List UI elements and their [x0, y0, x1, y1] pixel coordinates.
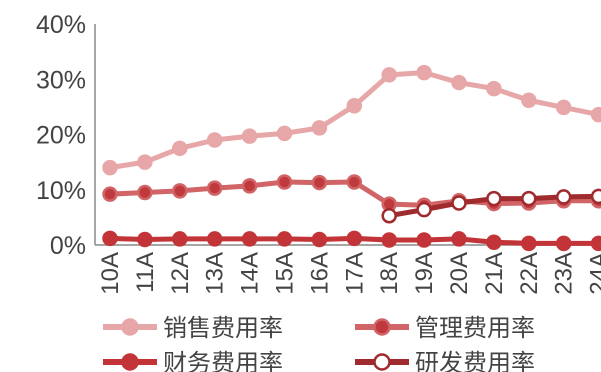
x-tick-label: 14A — [237, 252, 264, 295]
data-point — [486, 190, 502, 207]
series-2 — [102, 230, 601, 252]
data-point — [206, 132, 223, 148]
data-point — [102, 159, 118, 176]
y-tick-label: 10% — [36, 177, 86, 205]
data-point — [590, 188, 601, 205]
data-point — [381, 232, 397, 248]
data-point — [590, 235, 601, 252]
data-point — [555, 235, 572, 252]
legend-marker — [373, 318, 391, 336]
legend-item: 研发费用率 — [355, 349, 535, 372]
axes — [94, 24, 600, 246]
data-point — [590, 106, 601, 123]
x-tick-labels: 10A 11A 12A 13A 14A 15A 16A 17A 18A 19A 20A 21A 22A 2… — [97, 252, 601, 295]
x-tick-label: 16A — [306, 252, 333, 295]
data-point — [137, 184, 153, 201]
series-3 — [381, 188, 601, 224]
data-point — [311, 231, 328, 248]
y-tick-label: 20% — [36, 122, 86, 150]
data-point — [486, 80, 502, 97]
x-tick-label: 21A — [481, 252, 508, 295]
data-point — [381, 67, 397, 83]
y-tick-label: 30% — [36, 66, 86, 94]
data-point — [102, 186, 118, 202]
legend-label: 管理费用率 — [415, 314, 535, 342]
data-point — [137, 231, 153, 248]
legend-item: 管理费用率 — [355, 314, 535, 342]
data-point — [381, 207, 397, 224]
data-point — [311, 174, 328, 191]
data-point — [521, 235, 537, 252]
x-tick-label: 11A — [132, 252, 159, 293]
y-tick-labels: 0% 10% 20% 30% 40% — [36, 11, 86, 260]
x-tick-label: 22A — [516, 252, 543, 295]
data-point — [172, 231, 188, 247]
data-point — [346, 174, 363, 190]
data-point — [451, 74, 467, 91]
x-tick-label: 10A — [97, 252, 124, 295]
data-point — [451, 231, 467, 247]
x-tick-label: 18A — [376, 252, 403, 295]
y-tick-label: 40% — [36, 11, 86, 39]
legend-item: 销售费用率 — [103, 314, 283, 342]
data-point — [137, 154, 153, 170]
data-point — [206, 231, 223, 247]
x-tick-label: 15A — [272, 252, 299, 295]
data-point — [276, 231, 293, 247]
data-point — [486, 234, 502, 250]
data-point — [416, 64, 432, 81]
x-tick-label: 23A — [551, 252, 578, 295]
x-tick-label: 13A — [202, 252, 229, 295]
legend-item: 财务费用率 — [103, 349, 283, 372]
legend-label: 销售费用率 — [163, 314, 283, 342]
x-tick-label: 12A — [167, 252, 194, 295]
x-tick-label: 20A — [446, 252, 473, 295]
legend-label: 研发费用率 — [415, 349, 535, 372]
legend-marker — [121, 318, 139, 336]
data-point — [102, 230, 118, 247]
data-point — [276, 125, 293, 142]
x-tick-label: 19A — [411, 252, 438, 295]
data-point — [241, 128, 258, 144]
x-tick-label: 17A — [341, 252, 368, 295]
series-0 — [102, 64, 601, 176]
data-point — [241, 231, 258, 247]
data-point — [451, 195, 467, 211]
legend-label: 财务费用率 — [163, 349, 283, 372]
data-point — [172, 183, 188, 199]
data-point — [346, 98, 363, 114]
data-point — [311, 120, 328, 136]
data-point — [172, 140, 188, 157]
data-point — [346, 230, 363, 247]
y-tick-label: 0% — [50, 232, 86, 260]
data-point — [416, 232, 432, 248]
data-point — [521, 92, 537, 108]
legend-marker — [373, 353, 391, 371]
data-point — [276, 174, 293, 190]
x-tick-label: 24A — [586, 252, 601, 295]
data-point — [521, 190, 537, 207]
data-point — [206, 180, 223, 196]
data-point — [416, 201, 432, 218]
series-lines — [102, 64, 601, 252]
data-point — [555, 99, 572, 116]
data-point — [555, 189, 572, 205]
legend-marker — [121, 353, 139, 371]
data-point — [241, 178, 258, 194]
